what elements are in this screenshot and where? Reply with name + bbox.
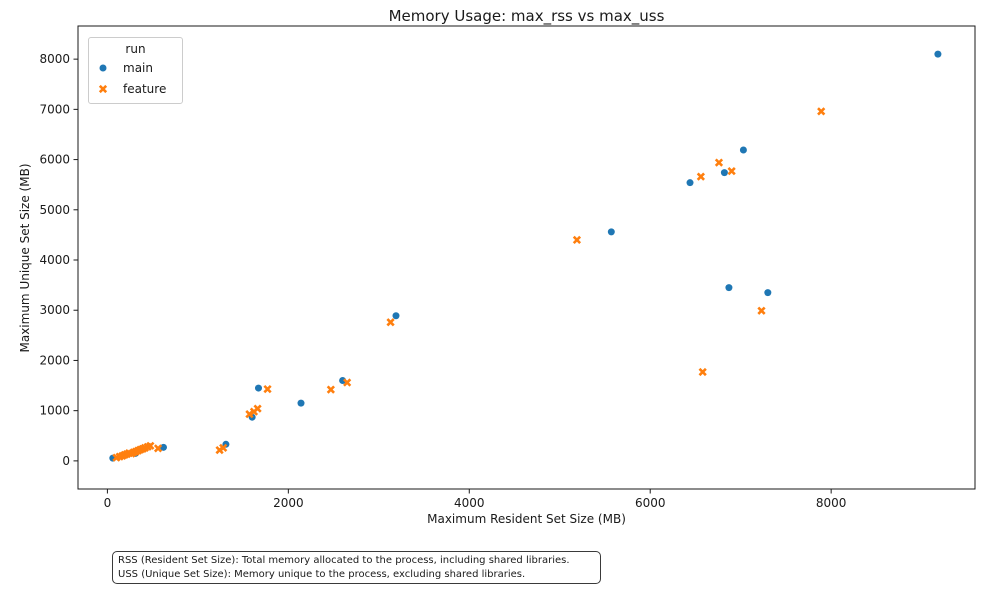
y-axis-label: Maximum Unique Set Size (MB): [18, 163, 32, 353]
scatter-point-main: [159, 443, 167, 451]
scatter-point-feature: [696, 172, 705, 181]
footnote-line-uss: USS (Unique Set Size): Memory unique to …: [118, 568, 526, 580]
legend-entries: main feature: [89, 57, 182, 99]
y-tick-label: 1000: [39, 404, 70, 418]
legend-title: run: [125, 42, 146, 56]
axes-frame: [77, 25, 976, 490]
legend: run main feature: [88, 37, 183, 104]
scatter-point-feature: [757, 306, 766, 315]
scatter-point-feature: [219, 443, 228, 452]
x-tick-label: 6000: [635, 496, 666, 510]
scatter-point-main: [607, 228, 615, 236]
legend-circle-icon: [99, 64, 107, 71]
scatter-point-feature: [343, 378, 352, 387]
y-tick-label: 8000: [39, 52, 70, 66]
y-tick-label: 3000: [39, 303, 70, 317]
legend-entry-feature: feature: [89, 78, 182, 99]
scatter-point-main: [339, 377, 347, 385]
x-axis-label: Maximum Resident Set Size (MB): [427, 512, 626, 526]
footnote-box: RSS (Resident Set Size): Total memory al…: [112, 551, 601, 584]
scatter-point-feature: [153, 444, 163, 453]
chart-title: Memory Usage: max_rss vs max_uss: [388, 7, 665, 25]
scatter-point-main: [297, 399, 305, 407]
scatter-point-feature: [245, 410, 254, 419]
legend-entry-main: main: [89, 57, 182, 78]
x-tick-label: 8000: [816, 496, 847, 510]
x-tick-label: 2000: [273, 496, 304, 510]
scatter-point-main: [725, 284, 733, 292]
scatter-point-main: [720, 169, 728, 177]
x-tick-label: 0: [104, 496, 112, 510]
y-tick-label: 2000: [39, 353, 70, 367]
scatter-point-main: [739, 146, 747, 154]
scatter-point-feature: [263, 384, 272, 394]
y-tick-label: 0: [62, 454, 70, 468]
scatter-point-feature: [253, 404, 262, 413]
y-tick-label: 6000: [39, 153, 70, 167]
scatter-point-feature: [698, 367, 707, 377]
scatter-point-feature: [817, 107, 826, 116]
scatter-point-feature: [572, 235, 582, 245]
scatter-point-feature: [727, 167, 736, 176]
x-tick-label: 4000: [454, 496, 485, 510]
scatter-point-main: [934, 50, 942, 58]
y-tick-label: 7000: [39, 102, 70, 116]
scatter-point-main: [764, 289, 772, 297]
scatter-point-main: [392, 312, 400, 320]
y-tick-label: 4000: [39, 253, 70, 267]
scatter-point-feature: [714, 158, 724, 167]
legend-entry-label: feature: [123, 81, 167, 96]
y-tick-label: 5000: [39, 203, 70, 217]
scatter-point-feature: [326, 385, 335, 394]
scatter-point-feature: [146, 441, 155, 450]
legend-x-icon: [98, 84, 108, 93]
scatter-point-main: [254, 384, 262, 392]
scatter-point-feature: [386, 318, 395, 327]
legend-entry-label: main: [123, 60, 153, 75]
scatter-point-main: [686, 179, 694, 187]
footnote-line-rss: RSS (Resident Set Size): Total memory al…: [118, 555, 570, 566]
